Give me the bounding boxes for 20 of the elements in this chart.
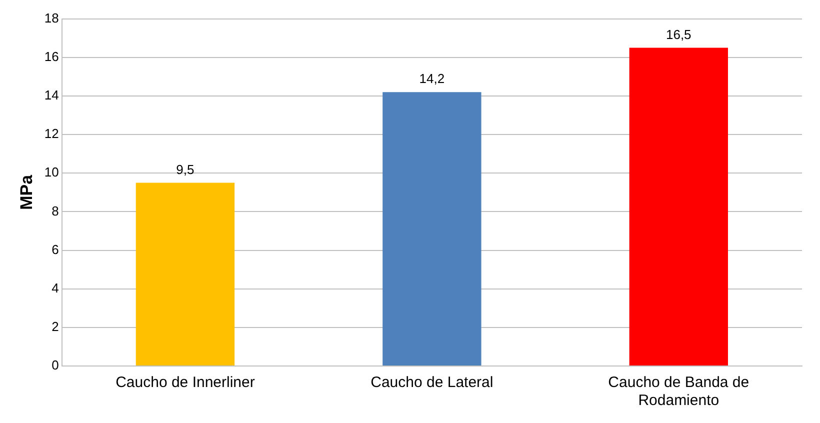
x-tick-label: Caucho de Lateral <box>370 374 494 392</box>
data-label: 9,5 <box>176 162 194 177</box>
x-tick-label: Caucho de Banda de Rodamiento <box>608 374 750 410</box>
x-tick-label: Caucho de Innerliner <box>116 374 255 392</box>
bar <box>629 48 728 366</box>
y-tick-label: 14 <box>44 88 59 103</box>
y-tick-label: 16 <box>44 48 59 64</box>
y-tick-label: 18 <box>44 10 59 26</box>
y-axis-title: MPa <box>16 174 36 210</box>
data-label: 16,5 <box>666 26 692 42</box>
y-tick-label: 4 <box>52 280 59 296</box>
y-tick-label: 6 <box>52 242 59 257</box>
y-tick-label: 12 <box>44 126 59 142</box>
bar <box>382 92 482 366</box>
y-tick-label: 2 <box>52 319 59 334</box>
y-tick-label: 10 <box>44 164 59 180</box>
bar <box>136 182 235 366</box>
y-tick-label: 8 <box>52 203 59 218</box>
data-label: 14,2 <box>419 71 445 86</box>
y-tick-label: 0 <box>52 358 59 373</box>
